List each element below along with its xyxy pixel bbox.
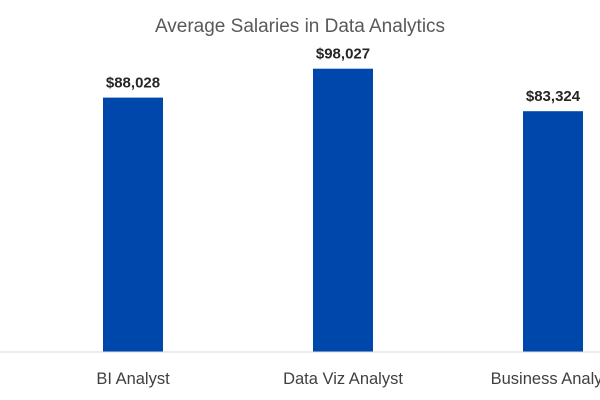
x-tick-label: Data Viz Analyst <box>283 370 403 388</box>
data-label: $88,028 <box>106 75 160 92</box>
data-labels-group: $86,038$88,028$98,027$83,324 <box>106 46 581 105</box>
bar-business-analyst <box>523 111 583 353</box>
data-label: $98,027 <box>316 46 370 63</box>
data-label: $83,324 <box>526 88 581 105</box>
chart-title: Average Salaries in Data Analytics <box>155 16 445 37</box>
x-tick-label: Business Analyst <box>491 370 600 388</box>
bar-data-viz-analyst <box>313 68 373 353</box>
bars-group <box>103 68 583 353</box>
x-tick-label: BI Analyst <box>96 370 170 388</box>
bar-bi-analyst <box>103 97 163 352</box>
